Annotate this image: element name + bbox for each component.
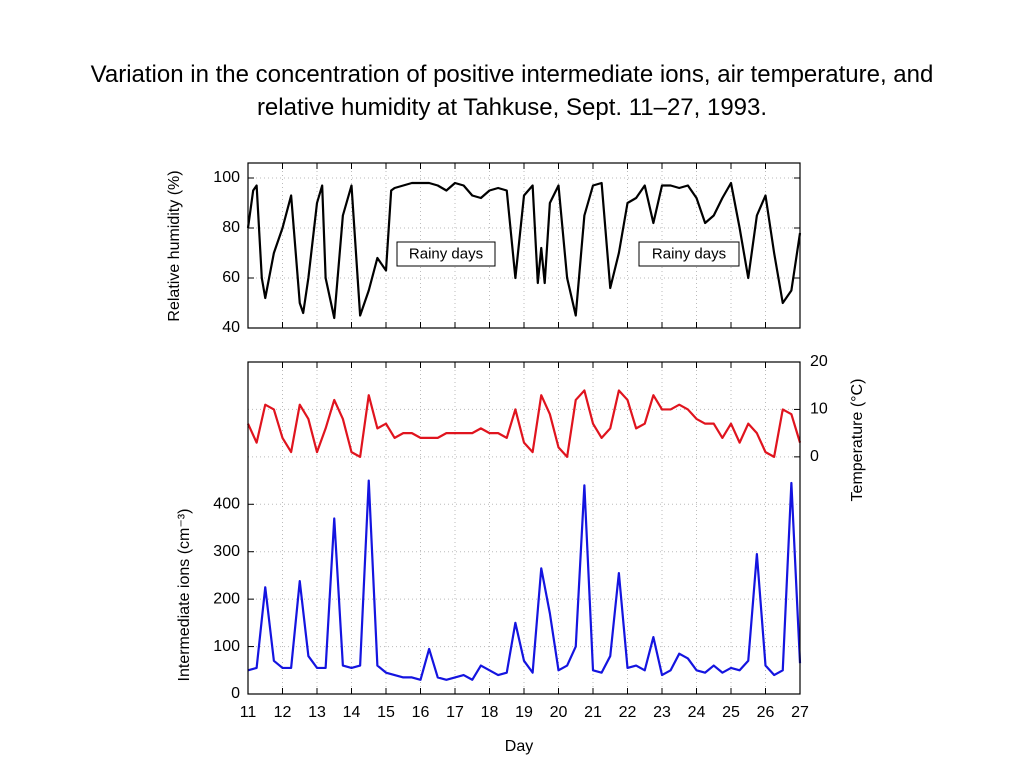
- x-tick-label: 18: [481, 704, 499, 721]
- y-tick-label: 40: [222, 319, 240, 336]
- y-tick-label: 100: [213, 169, 240, 186]
- x-tick-label: 21: [584, 704, 602, 721]
- annotation: Rainy days: [409, 245, 483, 262]
- x-tick-label: 16: [412, 704, 430, 721]
- annotation-box: [638, 241, 740, 267]
- x-tick-label: 14: [343, 704, 361, 721]
- x-tick-label: 22: [619, 704, 637, 721]
- x-tick-label: 24: [688, 704, 706, 721]
- data-line: [246, 389, 802, 458]
- x-tick-label: 26: [757, 704, 775, 721]
- y2-axis-label: Temperature (°C): [849, 379, 866, 502]
- y-tick-label: 400: [213, 496, 240, 513]
- annotation: Rainy days: [652, 245, 726, 262]
- y-tick-label: 300: [213, 543, 240, 560]
- x-tick-label: 20: [550, 704, 568, 721]
- y-tick-label: 80: [222, 219, 240, 236]
- y2-tick-label: 0: [810, 448, 819, 465]
- x-tick-label: 12: [274, 704, 292, 721]
- x-tick-label: 25: [722, 704, 740, 721]
- x-tick-label: 19: [515, 704, 533, 721]
- y-tick-label: 0: [231, 685, 240, 702]
- y-tick-label: 60: [222, 269, 240, 286]
- x-tick-label: 17: [446, 704, 464, 721]
- y-tick-label: 200: [213, 590, 240, 607]
- plot-frame: [247, 162, 801, 329]
- plot-frame: [247, 361, 801, 695]
- x-tick-label: 15: [377, 704, 395, 721]
- x-tick-label: 11: [240, 704, 257, 721]
- chart-title: Variation in the concentration of positi…: [90, 61, 934, 121]
- x-tick-label: 13: [308, 704, 326, 721]
- x-axis-label: Day: [505, 738, 533, 755]
- y-axis-label: Intermediate ions (cm⁻³): [176, 509, 193, 682]
- data-line: [246, 181, 802, 320]
- y2-tick-label: 20: [810, 353, 828, 370]
- x-tick-label: 23: [653, 704, 671, 721]
- y-tick-label: 100: [213, 638, 240, 655]
- data-line: [247, 479, 802, 681]
- y2-tick-label: 10: [810, 401, 828, 418]
- x-tick-label: 27: [791, 704, 809, 721]
- y-axis-label: Relative humidity (%): [166, 170, 183, 321]
- annotation-box: [396, 241, 496, 267]
